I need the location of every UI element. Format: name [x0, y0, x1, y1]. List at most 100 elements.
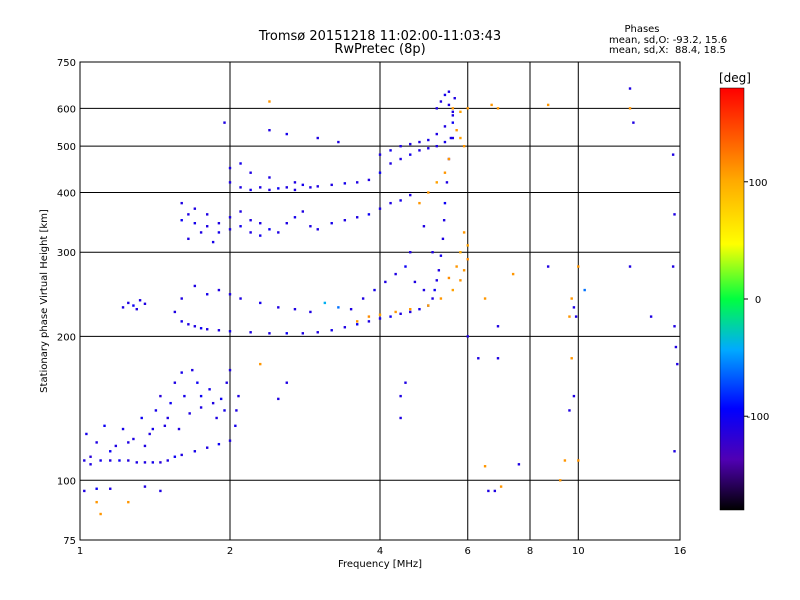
data-point — [422, 288, 426, 292]
data-point — [135, 461, 138, 464]
data-point — [671, 153, 675, 156]
data-point — [228, 228, 232, 231]
data-point — [316, 136, 319, 140]
y-tick-label: 75 — [63, 536, 76, 547]
data-point — [259, 301, 262, 305]
colorbar-tick-label: -100 — [747, 412, 770, 423]
data-point — [399, 144, 402, 148]
data-point — [148, 432, 151, 436]
data-point — [367, 213, 371, 216]
data-point — [628, 107, 632, 110]
x-tick-label: 10 — [572, 546, 585, 557]
data-point — [249, 188, 252, 192]
data-point — [399, 312, 402, 315]
data-point — [441, 237, 445, 241]
data-point — [223, 121, 226, 124]
data-point — [211, 240, 215, 244]
data-point — [427, 191, 430, 194]
data-point — [193, 325, 197, 328]
data-point — [193, 222, 197, 225]
data-point — [188, 412, 191, 415]
data-point — [435, 107, 438, 110]
x-tick-label: 1 — [77, 546, 83, 557]
data-point — [83, 459, 86, 462]
data-point — [443, 171, 447, 174]
data-point — [546, 103, 550, 107]
data-point — [373, 288, 376, 292]
data-point — [451, 288, 455, 292]
data-point — [118, 459, 121, 462]
data-point — [466, 258, 469, 261]
data-points — [83, 87, 679, 516]
data-point — [235, 409, 238, 412]
data-point — [180, 453, 183, 457]
data-point — [259, 186, 262, 189]
data-point — [154, 409, 158, 412]
chart-subtitle: RwPretec (8p) — [334, 42, 425, 57]
data-point — [219, 397, 223, 401]
data-point — [95, 441, 98, 444]
data-point — [577, 265, 580, 268]
data-point — [462, 144, 466, 148]
data-point — [455, 265, 458, 268]
data-point — [259, 362, 262, 366]
data-point — [217, 231, 221, 234]
data-point — [572, 394, 576, 398]
data-point — [493, 489, 497, 493]
data-point — [293, 216, 297, 219]
data-point — [439, 297, 443, 300]
data-point — [143, 302, 147, 305]
x-tick-label: 2 — [227, 546, 233, 557]
data-point — [217, 288, 221, 292]
data-point — [228, 181, 232, 184]
data-point — [143, 485, 147, 488]
data-point — [447, 276, 451, 280]
data-point — [449, 136, 453, 140]
x-tick-label: 4 — [377, 546, 383, 557]
data-point — [199, 406, 203, 409]
data-point — [135, 307, 138, 311]
data-point — [451, 121, 455, 124]
data-point — [301, 210, 305, 213]
y-tick-label: 500 — [57, 142, 76, 153]
data-point — [114, 444, 118, 448]
data-point — [378, 171, 382, 174]
data-point — [193, 450, 197, 453]
data-point — [451, 136, 455, 140]
data-point — [180, 371, 183, 374]
data-point — [187, 323, 190, 326]
data-point — [453, 96, 456, 100]
data-point — [268, 228, 271, 231]
chart-title: Tromsø 20151218 11:02:00-11:03:43 — [258, 29, 501, 44]
data-point — [490, 103, 493, 107]
data-point — [439, 100, 443, 103]
data-point — [127, 500, 130, 504]
data-point — [277, 187, 280, 190]
data-point — [268, 332, 271, 335]
data-point — [422, 225, 426, 228]
data-point — [191, 368, 194, 372]
data-point — [355, 216, 359, 219]
data-point — [649, 315, 653, 318]
colorbar-label: [deg] — [719, 71, 751, 85]
data-point — [399, 157, 402, 161]
data-point — [459, 110, 462, 114]
data-point — [159, 394, 162, 398]
data-point — [466, 335, 469, 338]
data-point — [483, 465, 487, 468]
y-tick-label: 400 — [57, 188, 76, 199]
data-point — [205, 293, 209, 296]
data-point — [447, 157, 451, 161]
data-point — [496, 357, 500, 360]
data-point — [166, 459, 169, 462]
data-point — [193, 284, 197, 288]
data-point — [205, 328, 209, 331]
data-point — [673, 325, 676, 328]
data-point — [676, 362, 679, 366]
data-point — [673, 450, 676, 453]
data-point — [199, 394, 203, 398]
data-point — [361, 297, 365, 300]
y-axis-ticks: 75 100 200 300 400 500 600 750 — [57, 58, 76, 547]
x-axis-label: Frequency [MHz] — [338, 559, 422, 570]
y-axis-label: Stationary phase Virtual Height [km] — [39, 209, 50, 393]
